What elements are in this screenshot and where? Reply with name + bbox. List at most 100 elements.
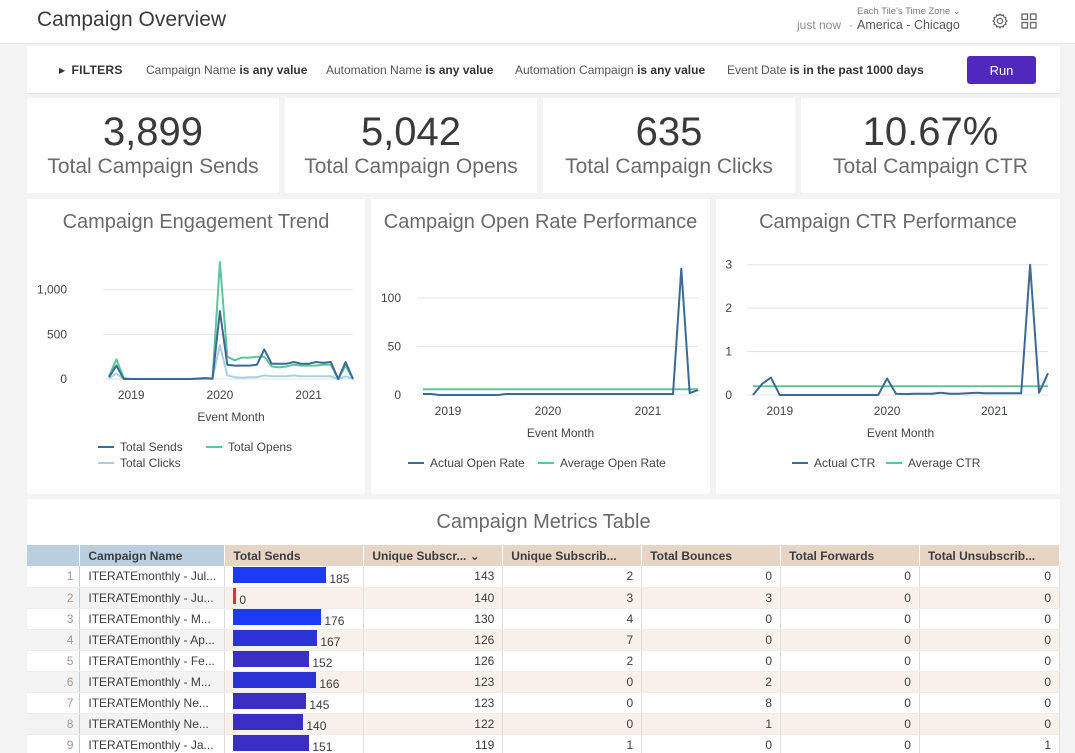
col-unique-subscribers-sort[interactable]: Unique Subscr... ⌄ bbox=[363, 545, 504, 566]
sends-value: 151 bbox=[312, 740, 333, 753]
y-tick-label: 100 bbox=[381, 291, 401, 305]
total-bounces-cell: 0 bbox=[641, 734, 782, 753]
table-row[interactable]: 1 ITERATEmonthly - Jul... 185 143 2 0 0 0 bbox=[27, 566, 1061, 588]
y-tick-label: 0 bbox=[60, 372, 67, 386]
y-tick-label: 50 bbox=[388, 339, 402, 353]
kpi-label: Total Campaign Opens bbox=[304, 155, 518, 178]
row-number: 7 bbox=[27, 692, 81, 714]
table-row[interactable]: 4 ITERATEmonthly - Ap... 167 126 7 0 0 0 bbox=[27, 629, 1061, 651]
filter-field: Automation Name bbox=[326, 63, 423, 77]
table-row[interactable]: 8 ITERATEMonthly Ne... 140 122 0 1 0 0 bbox=[27, 713, 1061, 735]
total-sends-cell: 185 bbox=[224, 566, 365, 588]
sends-bar bbox=[233, 566, 327, 583]
table-row[interactable]: 3 ITERATEmonthly - M... 176 130 4 0 0 0 bbox=[27, 608, 1061, 630]
col-total-bounces[interactable]: Total Bounces bbox=[641, 545, 782, 566]
row-number: 4 bbox=[27, 629, 81, 651]
total-bounces-cell: 0 bbox=[641, 608, 782, 630]
refresh-status: just now bbox=[797, 18, 842, 32]
row-number-header bbox=[27, 545, 81, 566]
timezone-value[interactable]: America - Chicago bbox=[857, 18, 960, 32]
total-bounces-cell: 0 bbox=[641, 650, 782, 672]
campaign-name-cell: ITERATEmonthly - Ju... bbox=[79, 587, 226, 609]
x-tick-label: 2019 bbox=[435, 404, 462, 418]
engagement-trend-chart: 0 500 1,000 2019 2020 2021 Event Month Total Se… bbox=[37, 261, 354, 470]
total-unsubscribes-cell: 0 bbox=[919, 671, 1061, 693]
timezone-caption: Each Tile's Time Zone bbox=[857, 6, 951, 17]
kpi-value: 635 bbox=[635, 110, 703, 154]
unique-subscribers-cell: 122 bbox=[363, 713, 504, 735]
filters-toggle[interactable]: ▶ FILTERS bbox=[59, 63, 123, 77]
y-tick-label: 1 bbox=[725, 345, 732, 359]
total-forwards-cell: 0 bbox=[780, 734, 920, 753]
caret-right-icon: ▶ bbox=[59, 66, 66, 75]
unique-subscribers-cell: 140 bbox=[363, 587, 504, 609]
timezone-dropdown[interactable]: Each Tile's Time Zone ⌄ bbox=[857, 6, 960, 17]
kpi-total-sends: 3,899 Total Campaign Sends bbox=[27, 98, 279, 193]
table-row[interactable]: 6 ITERATEmonthly - M... 166 123 0 2 0 0 bbox=[27, 671, 1061, 693]
run-button[interactable]: Run bbox=[967, 56, 1036, 84]
gear-icon[interactable] bbox=[991, 12, 1009, 30]
kpi-value: 3,899 bbox=[102, 110, 204, 154]
sends-value: 167 bbox=[320, 635, 341, 650]
filter-field: Event Date bbox=[727, 63, 787, 77]
filter-campaign-name[interactable]: Campaign Name is any value bbox=[146, 63, 307, 77]
unique-subscribers-2-cell: 7 bbox=[502, 629, 643, 651]
total-bounces-cell: 3 bbox=[641, 587, 782, 609]
total-forwards-cell: 0 bbox=[780, 671, 920, 693]
table-row[interactable]: 2 ITERATEmonthly - Ju... 0 140 3 3 0 0 bbox=[27, 587, 1061, 609]
filter-bar: ▶ FILTERS Campaign Name is any value Auto… bbox=[27, 46, 1060, 94]
y-tick-label: 500 bbox=[47, 327, 67, 341]
col-total-forwards[interactable]: Total Forwards bbox=[780, 545, 920, 566]
filter-automation-name[interactable]: Automation Name is any value bbox=[326, 63, 493, 77]
total-forwards-cell: 0 bbox=[780, 629, 920, 651]
total-unsubscribes-cell: 0 bbox=[919, 629, 1061, 651]
unique-subscribers-cell: 123 bbox=[363, 692, 504, 714]
row-number: 5 bbox=[27, 650, 81, 672]
kpi-total-ctr: 10.67% Total Campaign CTR bbox=[801, 98, 1060, 193]
kpi-value: 10.67% bbox=[862, 110, 999, 154]
filter-event-date[interactable]: Event Date is in the past 1000 days bbox=[727, 63, 924, 77]
unique-subscribers-cell: 119 bbox=[363, 734, 504, 753]
total-bounces-cell: 8 bbox=[641, 692, 782, 714]
campaign-name-cell: ITERATEmonthly - M... bbox=[79, 671, 226, 693]
sends-value: 176 bbox=[324, 614, 345, 629]
total-sends-cell: 145 bbox=[224, 692, 365, 714]
table-row[interactable]: 7 ITERATEMonthly Ne... 145 123 0 8 0 0 bbox=[27, 692, 1061, 714]
sends-bar bbox=[233, 608, 322, 625]
col-total-unsubscribes[interactable]: Total Unsubscrib... bbox=[919, 545, 1061, 566]
campaign-name-cell: ITERATEMonthly Ne... bbox=[79, 713, 226, 735]
col-unique-subscribers: Unique Subscr... bbox=[372, 548, 467, 563]
campaign-name-cell: ITERATEmonthly - Jul... bbox=[79, 566, 226, 588]
page-title: Campaign Overview bbox=[37, 8, 227, 31]
col-campaign-name[interactable]: Campaign Name bbox=[79, 545, 226, 566]
table-header-row: Campaign Name Total Sends Unique Subscr.… bbox=[27, 545, 1061, 566]
series-line bbox=[752, 263, 1049, 396]
campaign-name-cell: ITERATEmonthly - Fe... bbox=[79, 650, 226, 672]
total-forwards-cell: 0 bbox=[780, 713, 920, 735]
unique-subscribers-2-cell: 4 bbox=[502, 608, 643, 630]
y-tick-label: 3 bbox=[725, 258, 732, 272]
unique-subscribers-2-cell: 2 bbox=[502, 650, 643, 672]
col-unique-subscribers-2[interactable]: Unique Subscrib... bbox=[502, 545, 643, 566]
total-sends-cell: 166 bbox=[224, 671, 365, 693]
row-number: 8 bbox=[27, 713, 81, 735]
col-total-sends[interactable]: Total Sends bbox=[224, 545, 365, 566]
grid-layout-icon[interactable] bbox=[1020, 12, 1038, 30]
y-tick-label: 0 bbox=[394, 388, 401, 402]
filter-condition: is any value bbox=[425, 63, 494, 77]
chart-title: Campaign Open Rate Performance bbox=[383, 211, 698, 233]
legend-label: Actual Open Rate bbox=[430, 456, 525, 470]
x-tick-label: 2020 bbox=[207, 388, 234, 402]
x-tick-label: 2019 bbox=[766, 404, 793, 418]
total-bounces-cell: 0 bbox=[641, 629, 782, 651]
filter-automation-campaign[interactable]: Automation Campaign is any value bbox=[515, 63, 705, 77]
chart-title: Campaign CTR Performance bbox=[759, 211, 1017, 233]
filters-label: FILTERS bbox=[71, 63, 123, 77]
campaign-name-cell: ITERATEmonthly - M... bbox=[79, 608, 226, 630]
filter-condition: is in the past 1000 days bbox=[789, 63, 924, 77]
total-unsubscribes-cell: 0 bbox=[919, 587, 1061, 609]
ctr-performance-tile: Campaign CTR Performance 0 1 2 3 2019 2020 202… bbox=[716, 199, 1060, 494]
table-row[interactable]: 9 ITERATEmonthly - Ja... 151 119 1 0 0 1 bbox=[27, 734, 1061, 753]
total-sends-cell: 0 bbox=[224, 587, 365, 609]
table-row[interactable]: 5 ITERATEmonthly - Fe... 152 126 2 0 0 0 bbox=[27, 650, 1061, 672]
